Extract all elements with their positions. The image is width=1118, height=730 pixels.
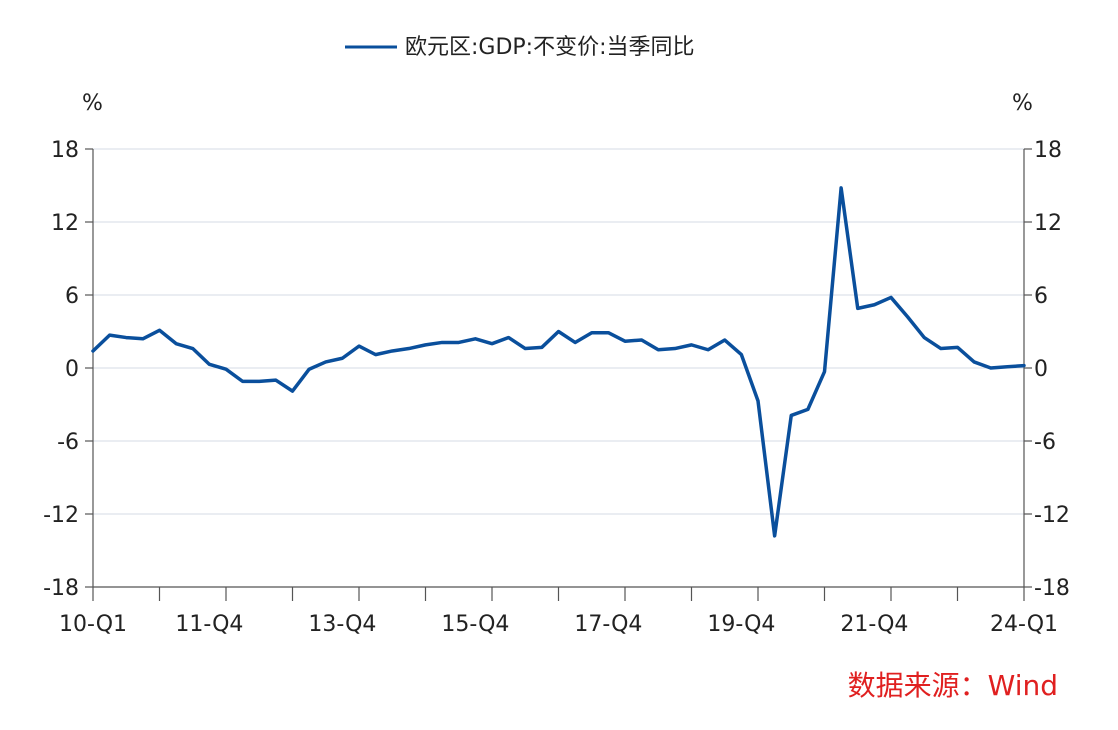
x-tick-label: 21-Q4 xyxy=(840,612,908,637)
x-tick-label: 15-Q4 xyxy=(441,612,509,637)
x-axis: 10-Q1 11-Q4 13-Q4 15-Q4 17-Q4 19-Q4 21-Q4 24-Q1 xyxy=(59,587,1058,637)
y-tick-label-right: 0 xyxy=(1034,357,1048,382)
legend: 欧元区:GDP:不变价:当季同比 xyxy=(345,35,695,60)
y-tick-label: -18 xyxy=(43,576,79,601)
x-tick-label: 17-Q4 xyxy=(574,612,642,637)
x-tick-label: 11-Q4 xyxy=(175,612,243,637)
y-tick-label-right: 18 xyxy=(1034,138,1062,163)
y-unit-left: % xyxy=(82,91,103,116)
y-tick-label-right: -18 xyxy=(1034,576,1070,601)
legend-label: 欧元区:GDP:不变价:当季同比 xyxy=(405,35,695,60)
y-tick-label-right: 6 xyxy=(1034,284,1048,309)
y-tick-label: 0 xyxy=(65,357,79,382)
y-tick-label-right: -12 xyxy=(1034,503,1070,528)
y-tick-label-right: -6 xyxy=(1034,430,1056,455)
series-group xyxy=(91,186,1026,538)
y-tick-label-right: 12 xyxy=(1034,211,1062,236)
y-tick-label: 6 xyxy=(65,284,79,309)
y-axis-left: 18 12 6 0 -6 -12 -18 xyxy=(43,138,93,601)
y-tick-label: 18 xyxy=(51,138,79,163)
x-tick-label: 19-Q4 xyxy=(707,612,775,637)
source-label: 数据来源：Wind xyxy=(847,669,1058,702)
y-tick-label: -6 xyxy=(57,430,79,455)
gridlines xyxy=(93,148,1024,515)
y-tick-label: 12 xyxy=(51,211,79,236)
x-tick-label: 24-Q1 xyxy=(990,612,1058,637)
y-axis-right: 18 12 6 0 -6 -12 -18 xyxy=(1024,138,1070,601)
series-line-0 xyxy=(91,186,1026,538)
x-tick-label: 10-Q1 xyxy=(59,612,127,637)
y-unit-right: % xyxy=(1012,91,1033,116)
y-tick-label: -12 xyxy=(43,503,79,528)
x-tick-label: 13-Q4 xyxy=(308,612,376,637)
